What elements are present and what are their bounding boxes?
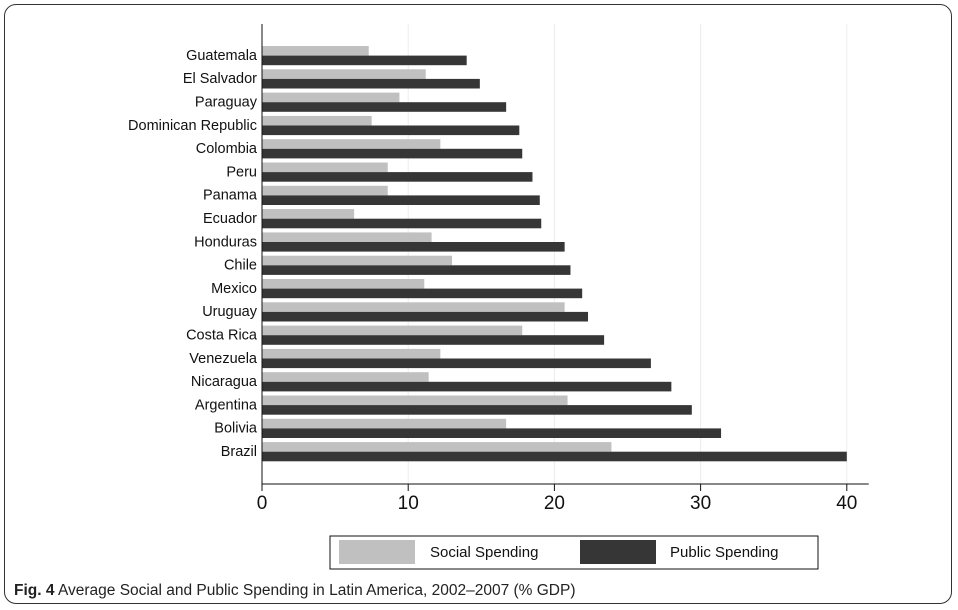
category-label: Costa Rica [186,328,258,344]
category-label: Ecuador [203,211,257,227]
x-tick-label: 20 [544,493,565,514]
bars [262,46,847,462]
legend-label: Social Spending [430,544,538,561]
category-label: Chile [224,258,257,274]
bar-public-spending [262,195,540,205]
bar-public-spending [262,451,847,462]
category-label: Venezuela [189,351,258,367]
bar-public-spending [262,78,480,89]
category-label: Colombia [196,141,258,157]
gridlines [407,24,848,484]
bar-public-spending [262,405,692,415]
bar-social-spending [262,115,372,126]
category-label: Guatemala [186,48,258,64]
bar-social-spending [262,418,507,429]
bar-social-spending [262,442,612,452]
legend-swatch [339,540,415,564]
category-label: Panama [203,188,258,204]
bar-public-spending [262,335,605,345]
bar-public-spending [262,358,651,369]
bar-public-spending [262,148,523,159]
category-label: Nicaragua [191,374,258,390]
bar-public-spending [262,218,542,229]
x-axis-ticks: 0 10 20 30 40 [257,484,857,514]
category-label: Bolivia [214,421,258,437]
bar-social-spending [262,209,355,219]
bar-social-spending [262,162,388,173]
bar-social-spending [262,279,425,289]
bar-social-spending [262,139,441,149]
x-tick-label: 30 [690,493,711,514]
axes [261,24,869,485]
bar-social-spending [262,46,369,56]
category-label: Dominican Republic [128,118,257,134]
legend: Social Spending Public Spending [329,535,819,570]
bar-chart: Guatemala El Salvador Paraguay Dominican Re… [128,24,869,570]
bar-public-spending [262,125,520,136]
bar-public-spending [262,288,583,299]
category-label: El Salvador [183,71,257,87]
y-axis-labels: Guatemala El Salvador Paraguay Dominican Re… [128,48,258,460]
bar-public-spending [262,265,571,275]
bar-social-spending [262,232,432,242]
legend-swatch [580,540,656,564]
bar-social-spending [262,372,429,382]
bar-public-spending [262,102,507,112]
category-label: Mexico [211,281,257,297]
category-label: Brazil [221,444,257,460]
caption-text: Average Social and Public Spending in La… [57,582,576,599]
category-label: Argentina [195,397,258,413]
bar-social-spending [262,302,565,312]
x-tick-label: 40 [836,493,857,514]
category-label: Honduras [194,234,257,250]
bar-public-spending [262,172,533,182]
bar-public-spending [262,55,467,66]
x-tick-label: 10 [398,493,419,514]
bar-public-spending [262,311,589,322]
x-tick-label: 0 [257,493,268,514]
legend-label: Public Spending [670,544,778,561]
figure-caption: Fig. 4 Average Social and Public Spendin… [14,582,576,600]
bar-social-spending [262,69,426,79]
caption-label: Fig. 4 [14,582,55,599]
bar-public-spending [262,428,722,438]
bar-social-spending [262,325,523,336]
bar-public-spending [262,381,672,392]
bar-social-spending [262,395,568,406]
bar-social-spending [262,92,400,103]
bar-public-spending [262,242,565,252]
bar-social-spending [262,185,388,196]
category-label: Peru [226,164,257,180]
category-label: Paraguay [195,95,258,111]
category-label: Uruguay [202,304,258,320]
bar-social-spending [262,255,453,266]
bar-social-spending [262,348,441,359]
